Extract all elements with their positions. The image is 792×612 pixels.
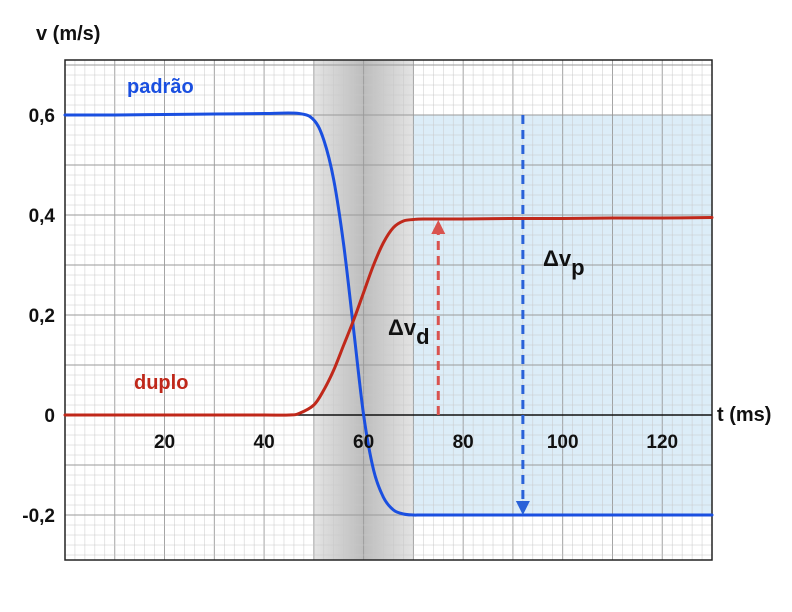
x-tick-label: 120 <box>646 432 678 453</box>
y-tick-label: 0,4 <box>29 206 56 227</box>
series-line-padrao <box>63 111 714 517</box>
labels-layer: v (m/s) t (ms) padrão duplo 20 40 60 80 100 1… <box>22 23 771 527</box>
series-layer <box>63 111 714 517</box>
legend-padrao: padrão <box>127 76 194 98</box>
x-tick-label: 40 <box>254 432 275 453</box>
y-tick-label: 0 <box>44 406 55 427</box>
delta-vd-arrow-head <box>431 220 446 234</box>
x-tick-label: 80 <box>453 432 474 453</box>
x-axis-label: t (ms) <box>717 404 771 426</box>
delta-vp-arrow-head <box>515 501 530 515</box>
y-tick-label: -0,2 <box>22 506 55 527</box>
y-axis-label: v (m/s) <box>36 23 100 45</box>
plot-frame <box>64 59 713 561</box>
x-tick-label: 20 <box>154 432 175 453</box>
series-line-duplo <box>63 216 714 417</box>
x-tick-label: 60 <box>353 432 374 453</box>
x-tick-label: 100 <box>547 432 579 453</box>
grid-layer <box>64 60 713 560</box>
y-tick-label: 0,6 <box>29 106 55 127</box>
annotations-layer <box>431 115 530 515</box>
y-tick-label: 0,2 <box>29 306 55 327</box>
legend-duplo: duplo <box>134 372 188 394</box>
